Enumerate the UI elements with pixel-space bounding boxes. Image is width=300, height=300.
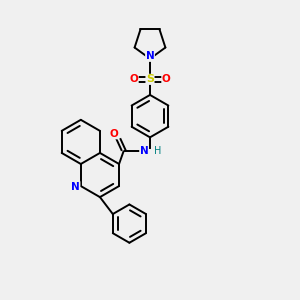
- Text: O: O: [129, 74, 138, 84]
- Text: N: N: [71, 182, 80, 192]
- Text: N: N: [146, 51, 154, 62]
- Text: O: O: [162, 74, 171, 84]
- Text: S: S: [146, 74, 154, 84]
- Text: H: H: [154, 146, 161, 157]
- Text: O: O: [109, 129, 118, 139]
- Text: N: N: [140, 146, 148, 157]
